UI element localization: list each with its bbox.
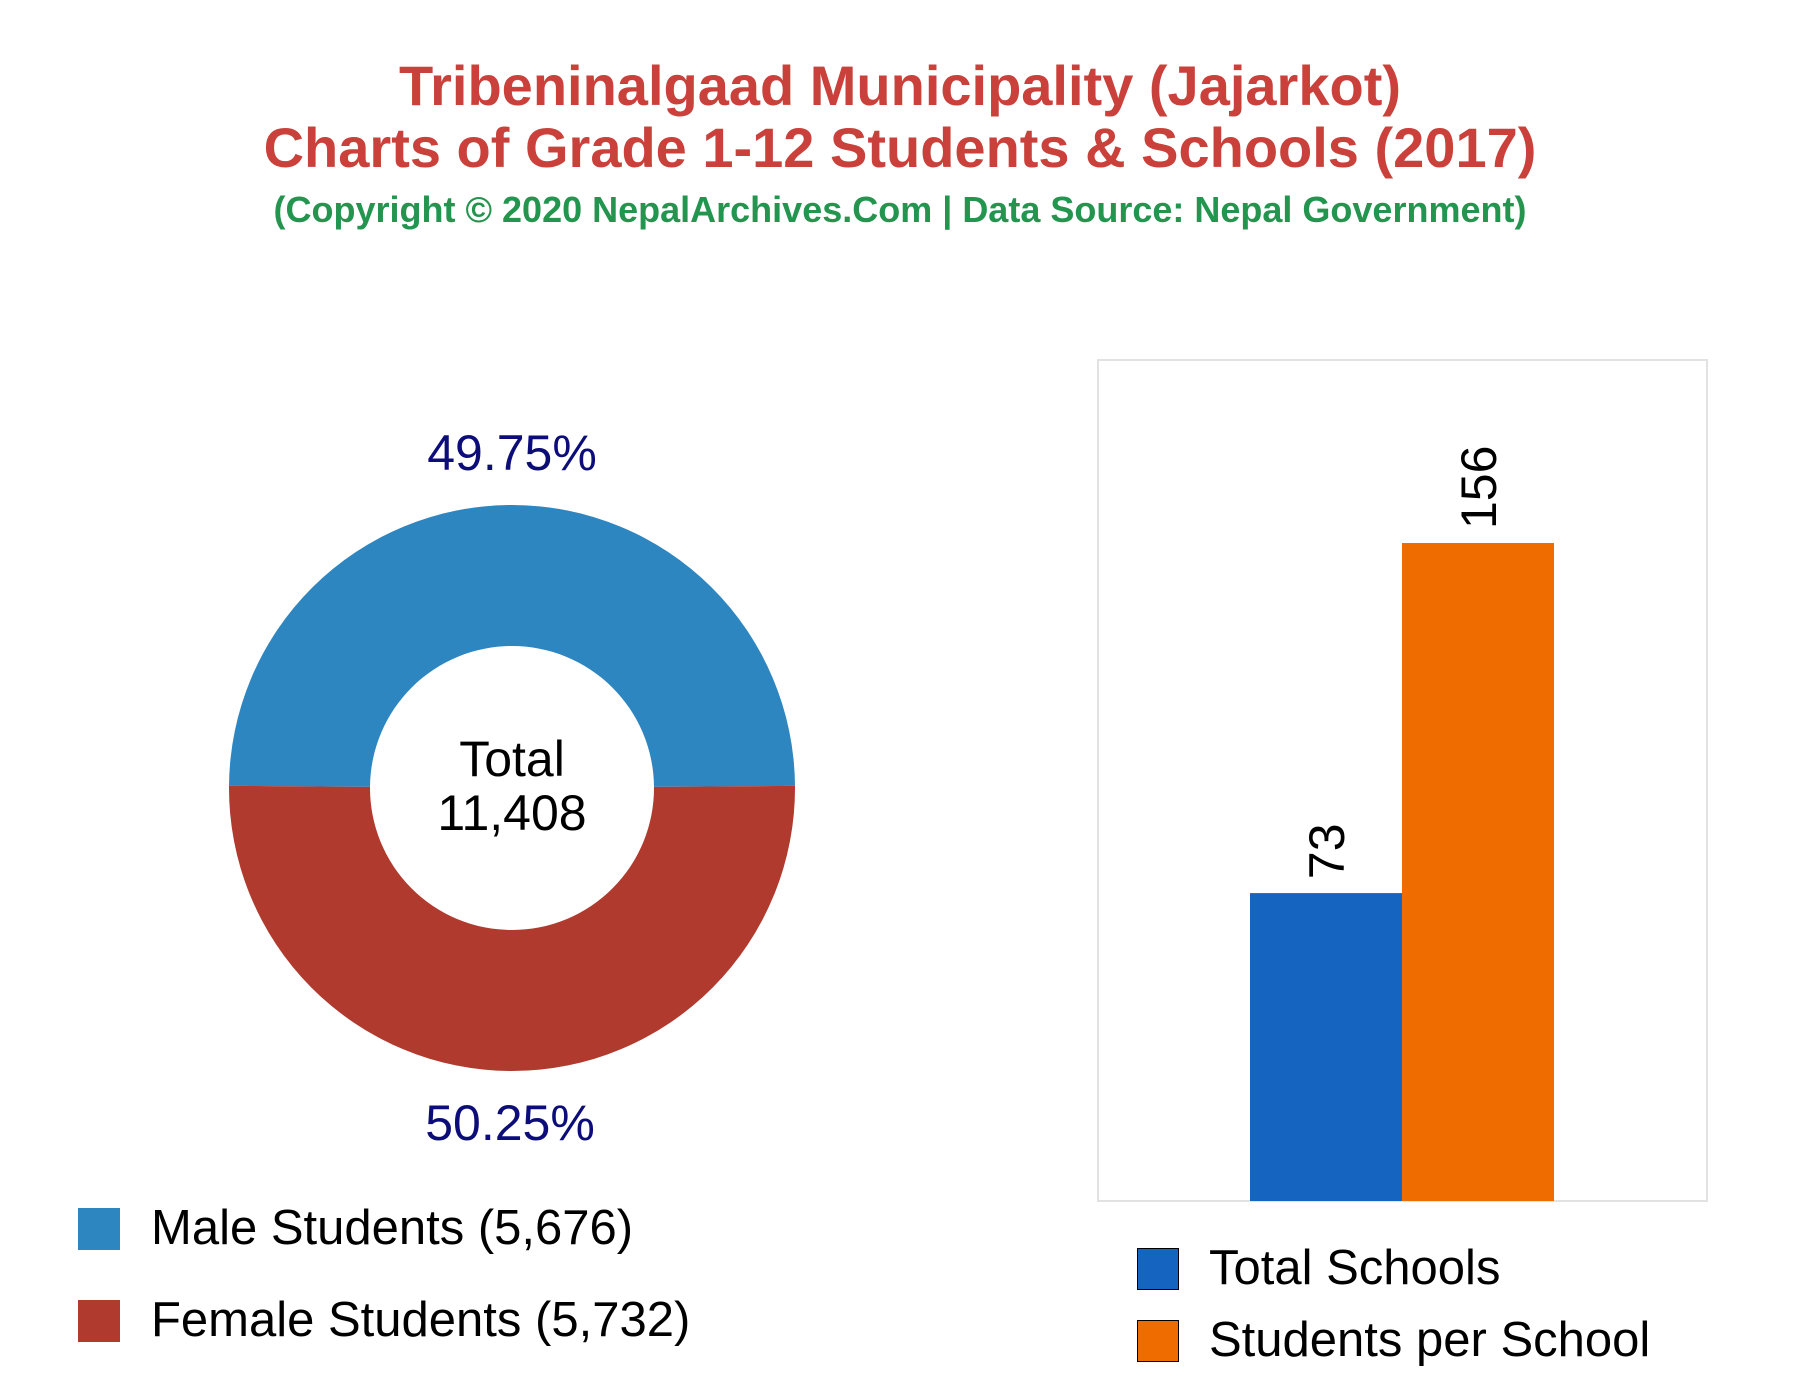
chart-title-line2: Charts of Grade 1-12 Students & Schools … — [263, 116, 1537, 179]
donut-center-value: 11,408 — [437, 785, 586, 841]
legend-label-total-schools: Total Schools — [1209, 1241, 1501, 1295]
chart-title-line1: Tribeninalgaad Municipality (Jajarkot) — [399, 54, 1401, 117]
legend-swatch-female — [78, 1300, 120, 1342]
legend-swatch-students-per-school — [1137, 1320, 1179, 1362]
donut-slice-female — [229, 785, 795, 1071]
bar-total-schools — [1250, 893, 1402, 1201]
female-percent-label: 50.25% — [425, 1095, 595, 1151]
donut-slice-male — [229, 504, 795, 787]
legend-label-students-per-school: Students per School — [1209, 1313, 1651, 1367]
bar-students-per-school — [1402, 543, 1554, 1201]
legend-label-female: Female Students (5,732) — [151, 1293, 691, 1347]
donut-center-label: Total — [459, 731, 565, 787]
donut-chart — [229, 504, 795, 1071]
male-percent-label: 49.75% — [427, 425, 597, 481]
bar-label-total-schools: 73 — [1299, 823, 1355, 879]
legend-swatch-total-schools — [1137, 1248, 1179, 1290]
chart-subtitle: (Copyright © 2020 NepalArchives.Com | Da… — [273, 189, 1527, 230]
legend-swatch-male — [78, 1208, 120, 1250]
legend-label-male: Male Students (5,676) — [151, 1201, 634, 1255]
bar-chart: 73 156 — [1250, 446, 1554, 1201]
bar-label-students-per-school: 156 — [1451, 446, 1507, 529]
